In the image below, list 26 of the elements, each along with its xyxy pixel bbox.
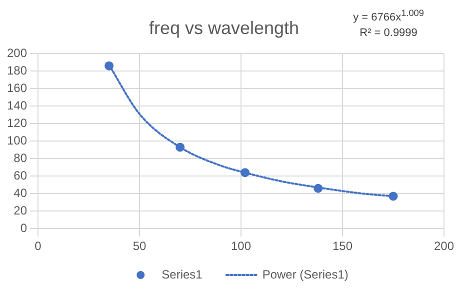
point [240,168,250,178]
y-tick-label: 80 [14,150,28,165]
y-tick-label: 140 [6,98,28,112]
legend-label: Power (Series1) [262,267,348,282]
point [104,61,114,70]
x-tick-label: 150 [332,239,353,254]
y-tick-label: 100 [6,133,28,148]
x-tick-label: 0 [34,239,42,254]
y-tick-label: 40 [14,186,28,200]
y-tick-label: 160 [6,80,28,95]
y-tick-label: 120 [6,116,28,130]
point [176,142,185,152]
text: y = 6766x$^{1.009}$ [353,7,424,26]
y-tick-label: 60 [14,168,28,182]
y-tick-label: 20 [14,203,28,218]
x-tick-label: 50 [132,239,147,254]
chart-title: freq vs wavelength [148,18,300,38]
legend-label: Series1 [162,267,203,282]
y-tick-label: 0 [20,220,28,235]
y-tick-label: 180 [6,63,28,78]
text: R² = 0.9999 [358,26,418,41]
x-tick-label: 100 [230,239,252,254]
x-tick-label: 200 [434,239,454,254]
y-tick-label: 200 [6,46,28,60]
point [388,192,398,201]
point [314,184,323,193]
